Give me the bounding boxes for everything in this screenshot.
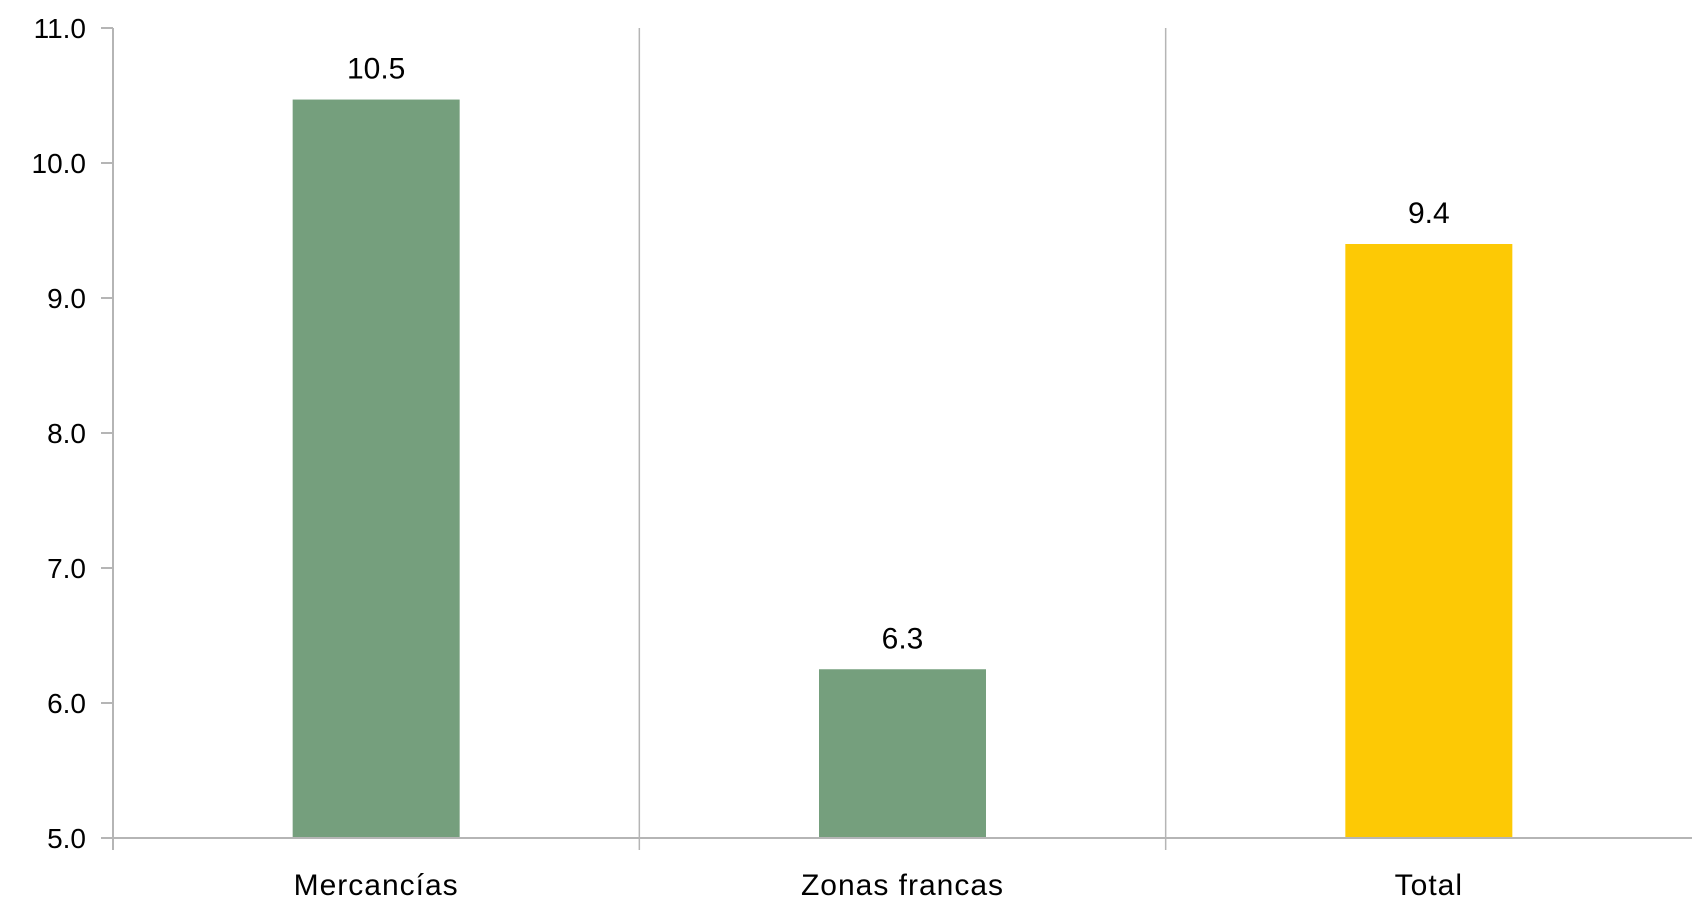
y-tick-label: 10.0 (32, 148, 87, 179)
y-tick-label: 7.0 (47, 553, 86, 584)
bar (819, 669, 986, 838)
y-tick-label: 9.0 (47, 283, 86, 314)
bar (293, 100, 460, 838)
labels-layer: 5.0 6.0 7.0 8.0 9.0 10.0 11.0 10.5 Mercancías 6.3… (32, 13, 1464, 901)
bars-layer (293, 100, 1513, 838)
x-category-label: Mercancías (294, 869, 459, 901)
data-label: 6.3 (882, 622, 924, 655)
x-category-label: Zonas francas (801, 869, 1004, 901)
bar (1345, 244, 1512, 838)
y-tick-label: 6.0 (47, 688, 86, 719)
y-tick-label: 8.0 (47, 418, 86, 449)
data-label: 9.4 (1408, 197, 1450, 230)
data-label: 10.5 (347, 53, 405, 86)
x-category-label: Total (1395, 869, 1463, 901)
y-tick-label: 5.0 (47, 823, 86, 854)
y-tick-label: 11.0 (34, 13, 86, 44)
